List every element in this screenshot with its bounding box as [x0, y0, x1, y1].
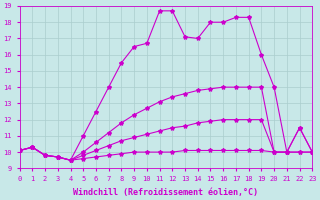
X-axis label: Windchill (Refroidissement éolien,°C): Windchill (Refroidissement éolien,°C)	[74, 188, 259, 197]
